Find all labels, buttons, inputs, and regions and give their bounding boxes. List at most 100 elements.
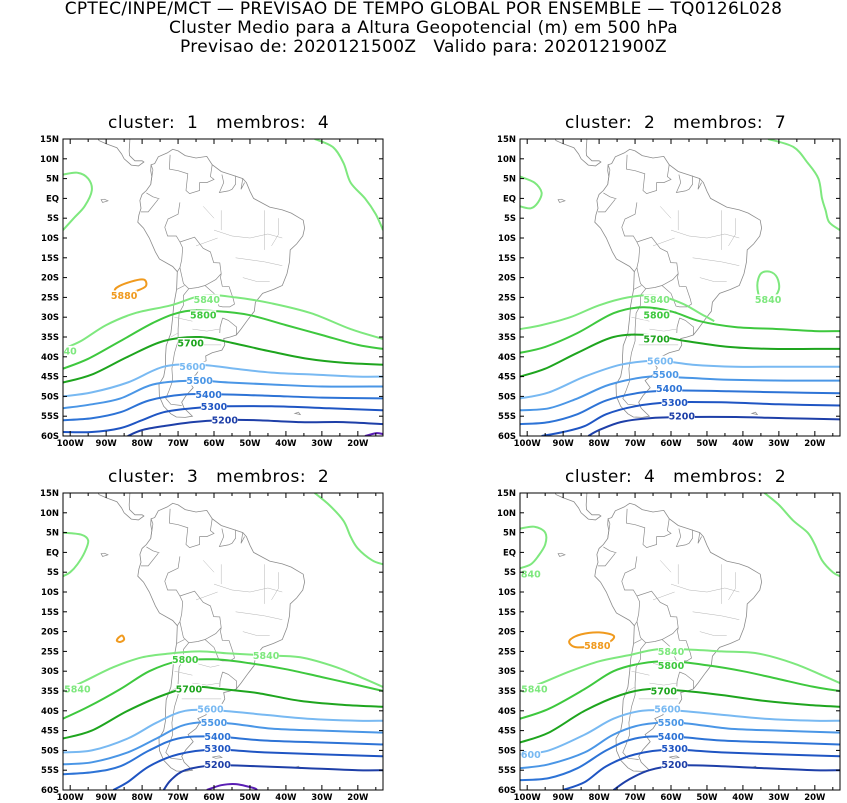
lat-label: 10S [41,588,59,598]
contour-label-bg [193,294,220,305]
contour-label: 5800 [643,311,670,322]
contour-5400 [520,389,840,426]
country-border [219,317,223,334]
contour-label: 5840 [643,295,670,306]
contour-label-bg [520,749,541,760]
lat-label: 60S [41,786,59,796]
state-border [170,332,179,338]
contour-label-bg [643,310,670,321]
contour-label: 5200 [669,412,696,423]
contour-label-bg [658,717,685,728]
country-border [141,552,159,567]
panel-title: cluster: 4 membros: 2 [565,467,787,487]
contour-5840 [763,493,840,578]
lat-label: 5N [503,175,516,185]
contour-label-bg [63,345,78,356]
country-border [621,202,641,272]
lat-label: 15N [497,135,516,145]
lon-label: 90W [553,793,575,803]
lon-label: 50W [696,439,718,449]
contour-5600 [63,363,383,398]
contour-5840 [520,294,715,331]
contour-label: 5700 [177,338,204,349]
country-border [675,528,693,547]
lat-label: 15S [498,608,516,618]
contour-label: 5600 [647,356,674,367]
contour-label: 5600 [654,704,681,715]
lon-label: 70W [167,793,189,803]
country-border [222,671,238,690]
lat-label: 30S [498,313,516,323]
contour-5700 [63,685,383,740]
contour-5840 [520,525,548,570]
map-content: 5840 5840 5800 5700 5600 5500 5400 5300 5200 [520,139,840,436]
contour-5400 [63,392,383,422]
contour-label-bg [656,383,683,394]
lat-label: 10N [40,155,59,165]
country-border [164,556,184,626]
island [557,198,566,203]
island [293,411,302,416]
country-border [661,273,692,308]
lat-label: 30S [41,667,59,677]
island [100,198,109,203]
contour-label-bg [179,361,206,372]
lon-label: 80W [131,439,153,449]
lon-label: 20W [347,793,369,803]
map-frame [519,492,841,791]
lat-label: 10S [41,234,59,244]
map-frame [519,138,841,437]
contour-label: 5200 [661,760,688,771]
state-border [235,257,283,266]
contour-label: 40 [64,346,78,357]
state-border [195,591,218,601]
lon-label: 20W [804,793,826,803]
lat-label: EQ [503,548,516,558]
state-border [631,316,650,322]
panel-title: cluster: 1 membros: 4 [108,113,330,133]
country-border [204,627,235,662]
contour-5840 [314,139,383,231]
lon-label: 30W [311,793,333,803]
figure-header: CPTEC/INPE/MCT — PREVISAO DE TEMPO GLOBA… [0,0,847,57]
contour-label-bg [204,759,231,770]
country-border [176,285,185,290]
contour-label: 5500 [201,718,228,729]
lat-label: 50S [41,746,59,756]
country-border [603,192,617,200]
contour-5700 [63,335,383,384]
state-border [660,206,672,219]
contour-label-bg [201,717,228,728]
country-border [676,671,680,688]
country-border [607,164,611,185]
lat-label: EQ [503,194,516,204]
country-border [179,590,222,644]
contour-label: 5400 [658,732,685,743]
contour-label-bg [197,703,224,714]
country-border [626,508,672,548]
country-border [169,154,215,194]
lat-label: 10S [498,588,516,598]
country-border [222,317,238,336]
state-border [699,631,727,636]
lat-label: 55S [41,766,59,776]
lon-label: 80W [588,793,610,803]
lat-label: 15N [40,489,59,499]
lon-label: 70W [624,793,646,803]
contour-label: 5840 [658,647,685,658]
lon-label: 70W [624,439,646,449]
contour-label: 5700 [176,685,203,696]
lat-label: 20S [498,274,516,284]
lat-label: 55S [498,412,516,422]
lon-label: 80W [131,793,153,803]
contour-label-bg [658,731,685,742]
contour-5840 [520,175,543,210]
lon-label: 50W [696,793,718,803]
contour-label-bg [175,684,202,695]
contour-label-bg [111,290,138,301]
lat-label: 50S [498,746,516,756]
contour-label-bg [755,294,782,305]
contour-label-bg [643,333,670,344]
